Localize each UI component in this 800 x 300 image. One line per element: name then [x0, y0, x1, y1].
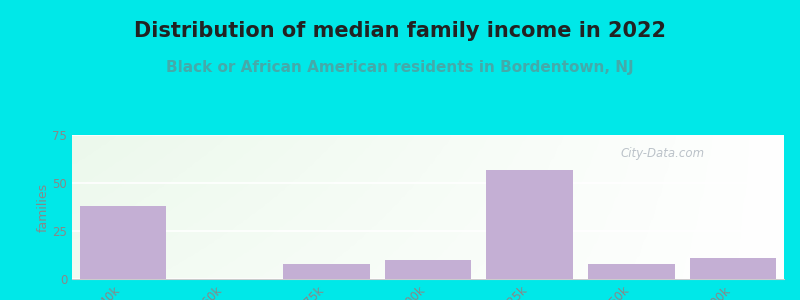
- Text: Black or African American residents in Bordentown, NJ: Black or African American residents in B…: [166, 60, 634, 75]
- Text: City-Data.com: City-Data.com: [620, 146, 704, 160]
- Bar: [385, 260, 471, 279]
- Bar: [690, 258, 776, 279]
- Y-axis label: families: families: [37, 182, 50, 232]
- Bar: [486, 169, 573, 279]
- Bar: [283, 264, 370, 279]
- Text: Distribution of median family income in 2022: Distribution of median family income in …: [134, 21, 666, 41]
- Bar: [80, 206, 166, 279]
- Bar: [588, 264, 674, 279]
